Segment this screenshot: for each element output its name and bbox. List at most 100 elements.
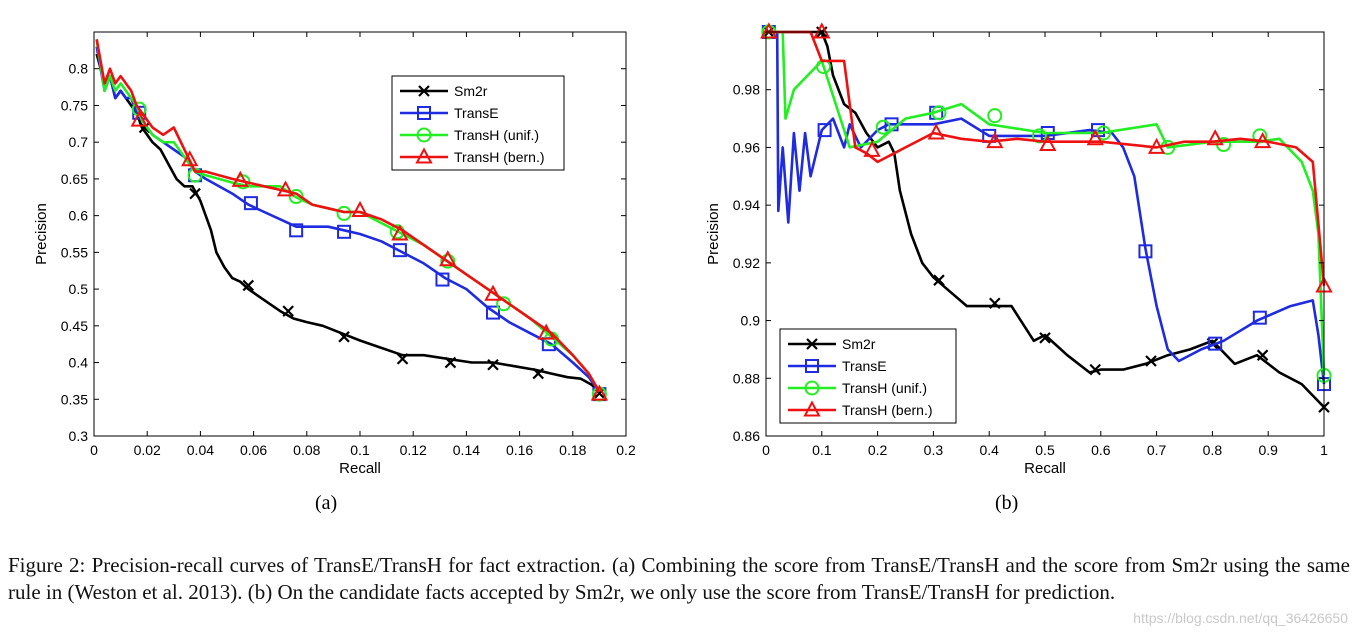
chart-a-marker-transh-bern (590, 384, 609, 401)
chart-a-xtick-label: 0.04 (187, 442, 214, 458)
chart-b-ylabel: Precision (705, 203, 722, 265)
chart-b-legend-label-transh-unif: TransH (unif.) (842, 380, 927, 396)
chart-b-marker-transh-unif (931, 105, 947, 121)
chart-a-xtick-label: 0.12 (400, 442, 427, 458)
chart-a: 0 0.02 0.04 0.06 0.08 0.1 0.12 0.14 0.16 0.18 0.2 0… (33, 31, 636, 477)
chart-a-ytick-label: 0.8 (69, 61, 89, 77)
chart-b-marker-transh-unif (987, 108, 1003, 124)
chart-b-marker-transh-bern (813, 22, 831, 39)
chart-a-marker-transh-bern (276, 180, 295, 197)
chart-a-series-transh-bern (95, 39, 609, 401)
chart-b-xtick-label: 0.6 (1091, 442, 1111, 458)
chart-b-marker-transh-unif (1252, 128, 1268, 144)
chart-b-ytick-label: 0.94 (733, 197, 760, 213)
chart-a-marker-transe (392, 243, 407, 258)
chart-b-ytick-label: 0.98 (733, 82, 760, 98)
chart-b-marker-transh-bern (1206, 129, 1224, 146)
chart-a-xtick-label: 0.08 (293, 442, 320, 458)
chart-a-marker-sm2r (138, 121, 151, 134)
chart-b-marker-transe (817, 123, 832, 138)
chart-b-marker-transh-bern (1086, 129, 1104, 146)
chart-a-xtick-label: 0 (90, 442, 98, 458)
chart-b-marker-sm2r (1039, 332, 1051, 344)
chart-b-marker-sm2r (1089, 363, 1101, 376)
chart-a-xtick-label: 0.16 (506, 442, 533, 458)
chart-b-xtick-label: 0 (762, 442, 770, 458)
chart-b-legend-label-transh-bern: TransH (bern.) (842, 402, 933, 418)
chart-a-ytick-label: 0.3 (69, 428, 89, 444)
chart-a-ytick-label: 0.45 (61, 318, 88, 334)
chart-a-ytick-label: 0.4 (69, 355, 89, 371)
chart-b-xlabel: Recall (1024, 460, 1066, 477)
chart-a-legend-marker-transh-unif (416, 127, 432, 143)
chart-b-xtick-label: 0.8 (1203, 442, 1223, 458)
chart-a-ytick-label: 0.7 (69, 134, 89, 150)
chart-a-xtick-label: 0.18 (559, 442, 586, 458)
chart-a-marker-transh-bern (351, 200, 369, 217)
chart-a-ytick-label: 0.75 (61, 97, 88, 113)
chart-b-legend-label-sm2r: Sm2r (842, 336, 876, 352)
chart-b-xtick-label: 0.5 (1035, 442, 1055, 458)
chart-a-xtick-label: 0.2 (616, 442, 636, 458)
chart-a-marker-sm2r (189, 187, 201, 200)
chart-a-ytick-label: 0.35 (61, 391, 88, 407)
chart-b-ytick-label: 0.86 (733, 428, 760, 444)
chart-b: 0 0.1 0.2 0.3 0.4 0.5 0.6 0.7 0.8 0.9 1 0.86 0.88 0.9… (705, 22, 1333, 477)
chart-b-ytick-label: 0.88 (733, 370, 760, 386)
chart-a-marker-transe (243, 196, 258, 211)
chart-a-ytick-label: 0.5 (69, 281, 89, 297)
chart-a-legend: Sm2r TransE TransH (unif.) TransH (bern.) (391, 75, 565, 171)
chart-b-marker-transh-bern (1253, 132, 1272, 149)
chart-b-legend-marker-transe (805, 359, 819, 373)
chart-b-xtick-label: 0.3 (924, 442, 944, 458)
chart-a-marker-sm2r (487, 358, 499, 371)
watermark: https://blog.csdn.net/qq_36426650 (1133, 610, 1348, 626)
chart-b-ytick-label: 0.92 (733, 255, 760, 271)
chart-b-ytick-label: 0.96 (733, 139, 760, 155)
chart-b-marker-transe (1138, 244, 1153, 259)
chart-a-marker-sm2r (242, 279, 255, 292)
chart-b-marker-sm2r (933, 274, 945, 286)
chart-a-xtick-label: 0.02 (134, 442, 161, 458)
chart-a-marker-sm2r (396, 353, 409, 365)
figure-caption: Figure 2: Precision-recall curves of Tra… (8, 553, 1350, 604)
chart-a-marker-transe (289, 223, 304, 238)
chart-a-marker-transe (486, 305, 500, 320)
chart-b-marker-sm2r (989, 297, 1001, 310)
chart-a-ytick-label: 0.65 (61, 171, 88, 187)
chart-a-line-transh-bern (95, 39, 601, 393)
chart-a-legend-marker-transh-bern (415, 147, 433, 164)
chart-a-marker-sm2r (532, 367, 544, 380)
chart-a-marker-sm2r (593, 387, 606, 400)
chart-b-marker-transe (1252, 310, 1267, 325)
chart-b-legend: Sm2r TransE TransH (unif.) TransH (bern.) (779, 328, 957, 424)
chart-b-marker-transh-bern (927, 123, 945, 140)
chart-a-legend-label-transh-unif: TransH (unif.) (454, 127, 539, 143)
chart-a-marker-transh-bern (439, 250, 457, 267)
chart-b-legend-marker-transh-bern (803, 400, 821, 417)
chart-b-marker-transh-bern (863, 140, 881, 157)
chart-a-line-sm2r (95, 53, 601, 393)
chart-b-xtick-label: 0.4 (979, 442, 999, 458)
panel-label-b: (b) (995, 492, 1019, 514)
chart-a-xlabel: Recall (339, 460, 381, 477)
chart-a-series-sm2r (95, 53, 606, 400)
chart-b-ytick-label: 0.9 (741, 313, 761, 329)
chart-b-legend-marker-transh-unif (804, 380, 820, 396)
chart-b-legend-label-transe: TransE (842, 358, 887, 374)
chart-a-marker-transh-bern (181, 150, 199, 167)
chart-a-ylabel: Precision (33, 203, 50, 265)
chart-b-xtick-label: 0.9 (1258, 442, 1278, 458)
chart-a-marker-sm2r (282, 305, 294, 317)
chart-a-legend-label-sm2r: Sm2r (454, 83, 488, 99)
chart-a-legend-label-transe: TransE (454, 105, 499, 121)
chart-a-marker-transh-bern (537, 323, 555, 340)
chart-b-marker-transh-bern (760, 22, 778, 39)
chart-b-xtick-label: 0.7 (1147, 442, 1167, 458)
chart-b-marker-transh-bern (1039, 134, 1057, 152)
chart-b-xtick-label: 1 (1320, 442, 1328, 458)
chart-a-marker-transh-bern (484, 284, 502, 301)
chart-a-marker-transe (337, 224, 352, 239)
chart-a-marker-transe (435, 272, 450, 287)
chart-b-marker-sm2r (1145, 355, 1157, 367)
